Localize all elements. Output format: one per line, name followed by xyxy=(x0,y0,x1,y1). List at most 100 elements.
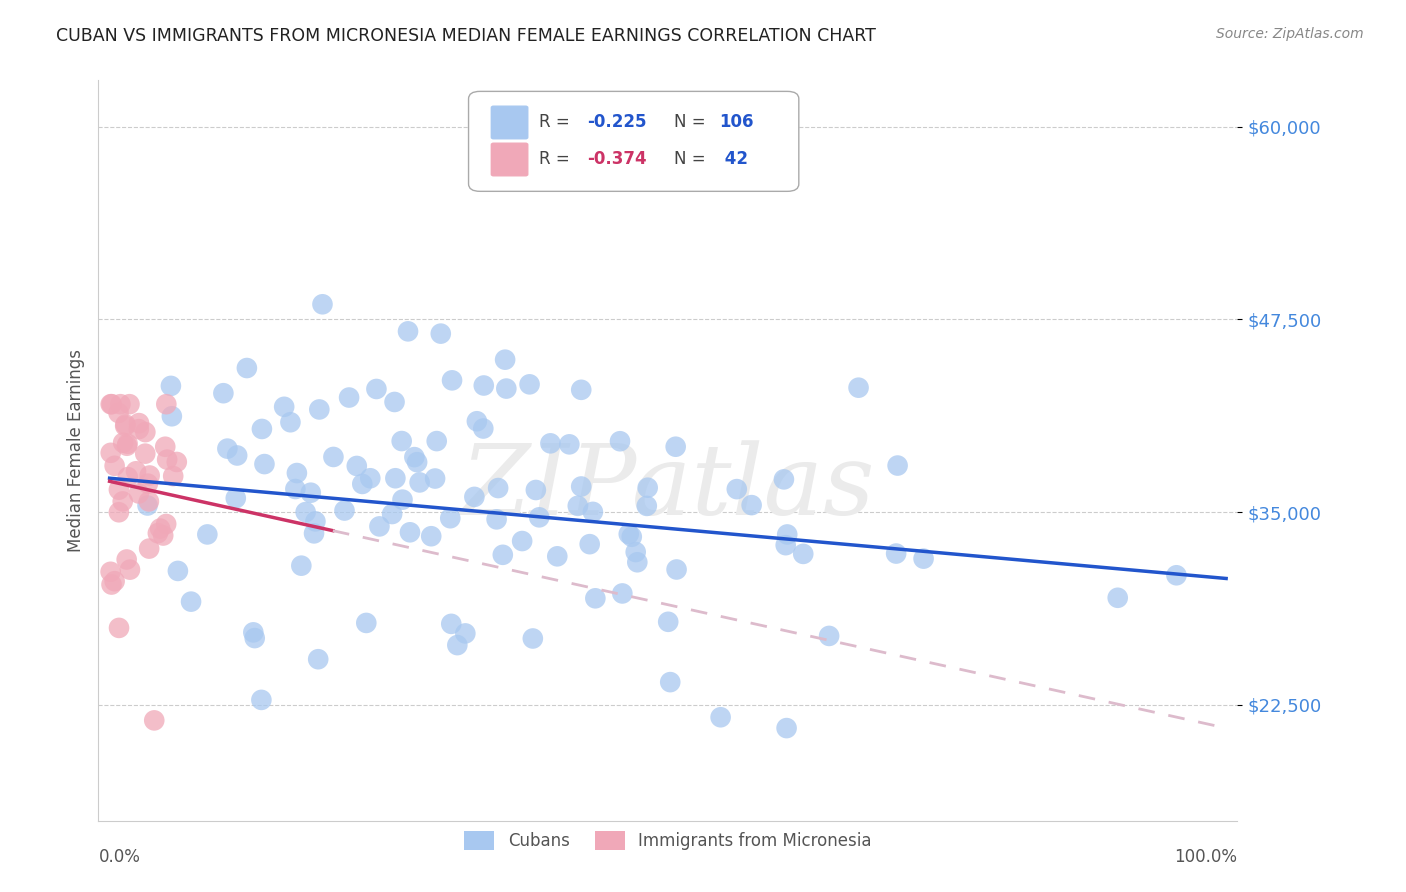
Point xyxy=(446,638,468,652)
Point xyxy=(138,468,160,483)
Point xyxy=(107,406,129,420)
Text: N =: N = xyxy=(673,151,710,169)
Y-axis label: Median Female Earnings: Median Female Earnings xyxy=(66,349,84,552)
Point xyxy=(912,551,935,566)
Point xyxy=(381,507,404,521)
Point xyxy=(322,450,344,464)
Point xyxy=(117,436,139,450)
Point xyxy=(236,361,259,376)
Point xyxy=(494,352,516,367)
Point xyxy=(250,422,273,436)
Point xyxy=(609,434,631,449)
Point xyxy=(485,512,508,526)
Point xyxy=(290,558,312,573)
Point xyxy=(384,471,406,485)
Point xyxy=(100,397,122,411)
Point xyxy=(440,616,463,631)
Point xyxy=(439,511,461,525)
Point xyxy=(582,505,605,519)
Point xyxy=(166,455,188,469)
Point xyxy=(285,466,308,480)
Point xyxy=(156,452,179,467)
Point xyxy=(273,400,295,414)
Point xyxy=(583,591,606,606)
Point xyxy=(546,549,568,564)
Point xyxy=(441,373,464,387)
Point xyxy=(110,397,132,411)
Point xyxy=(284,482,307,496)
Point xyxy=(472,421,495,435)
Point xyxy=(384,395,406,409)
Point xyxy=(463,490,485,504)
Point xyxy=(134,447,156,461)
Text: R =: R = xyxy=(538,113,575,131)
Point xyxy=(136,476,159,491)
Point xyxy=(495,382,517,396)
Point xyxy=(243,631,266,645)
Point xyxy=(118,563,141,577)
Point xyxy=(138,494,160,508)
Point xyxy=(1166,568,1188,582)
Point xyxy=(429,326,451,341)
Point xyxy=(510,534,533,549)
Point xyxy=(253,457,276,471)
Text: Source: ZipAtlas.com: Source: ZipAtlas.com xyxy=(1216,27,1364,41)
Point xyxy=(155,440,177,454)
Point xyxy=(160,379,183,393)
Point xyxy=(848,381,870,395)
Point xyxy=(465,414,488,428)
Point xyxy=(884,547,907,561)
Point xyxy=(294,505,316,519)
Point xyxy=(111,494,134,508)
Text: 100.0%: 100.0% xyxy=(1174,848,1237,866)
Point xyxy=(212,386,235,401)
Legend: Cubans, Immigrants from Micronesia: Cubans, Immigrants from Micronesia xyxy=(458,824,877,856)
Point xyxy=(115,552,138,566)
Point xyxy=(128,416,150,430)
Point xyxy=(665,562,688,576)
Point xyxy=(792,547,814,561)
FancyBboxPatch shape xyxy=(491,106,527,139)
Point xyxy=(299,485,322,500)
Point xyxy=(167,564,190,578)
Point xyxy=(100,565,122,579)
Point xyxy=(1107,591,1129,605)
Point xyxy=(538,436,561,450)
Point xyxy=(776,527,799,541)
Point xyxy=(569,383,592,397)
Point xyxy=(125,464,148,478)
Point xyxy=(775,721,797,735)
Point xyxy=(426,434,449,448)
Text: 0.0%: 0.0% xyxy=(98,848,141,866)
Point xyxy=(100,577,122,591)
Point xyxy=(741,498,763,512)
Point xyxy=(773,472,796,486)
Point xyxy=(114,417,136,432)
Point xyxy=(519,377,541,392)
Point xyxy=(657,615,679,629)
FancyBboxPatch shape xyxy=(491,144,527,176)
Text: 106: 106 xyxy=(718,113,754,131)
Point xyxy=(128,422,150,436)
Point xyxy=(280,415,302,429)
Point xyxy=(529,510,551,524)
Point xyxy=(217,442,239,456)
Point xyxy=(408,475,430,490)
Point xyxy=(160,409,183,424)
Point xyxy=(569,479,592,493)
Point xyxy=(423,471,446,485)
Point xyxy=(155,516,177,531)
Point xyxy=(391,434,413,448)
Point xyxy=(454,626,477,640)
Point xyxy=(637,481,659,495)
Point xyxy=(136,499,159,513)
Point xyxy=(486,481,509,495)
Point xyxy=(524,483,547,497)
Point xyxy=(152,528,174,542)
Text: 42: 42 xyxy=(718,151,748,169)
Point xyxy=(308,402,330,417)
Point xyxy=(886,458,908,473)
Point xyxy=(307,652,329,666)
Text: R =: R = xyxy=(538,151,575,169)
Point xyxy=(399,525,422,540)
